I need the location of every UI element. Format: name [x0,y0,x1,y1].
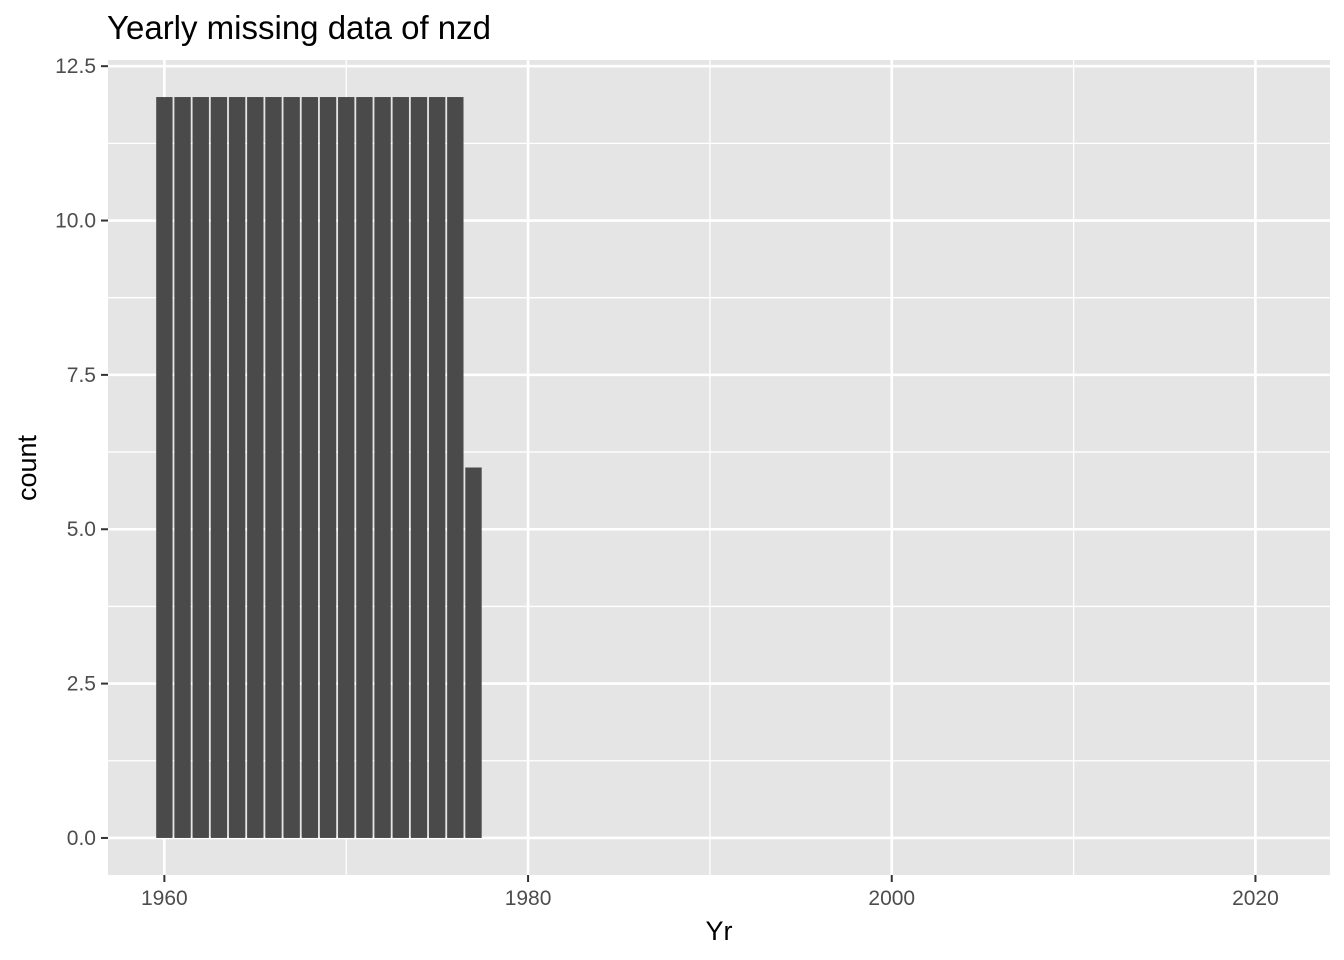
bar [192,97,209,838]
bar [210,97,228,838]
bar [410,97,428,838]
x-tick-label: 2020 [1232,887,1279,910]
bar [247,97,264,838]
bar [374,97,391,838]
x-axis: 1960 1980 2000 2020 [141,875,1279,910]
bar [447,97,464,838]
y-axis: 0.0 2.5 5.0 7.5 10.0 12.5 [55,55,108,850]
y-tick-label: 0.0 [67,827,96,850]
bar [174,97,191,838]
bar [156,97,173,838]
y-axis-title: count [12,434,42,501]
bar [228,97,246,838]
y-tick-label: 10.0 [55,210,96,233]
chart-title: Yearly missing data of nzd [107,9,491,46]
bar [428,97,446,838]
bar [319,97,337,838]
x-tick-label: 2000 [868,887,915,910]
bar [283,97,300,838]
bars [156,97,482,838]
x-axis-title: Yr [706,916,733,946]
bar [265,97,282,838]
x-tick-label: 1960 [141,887,188,910]
bar [392,97,409,838]
y-tick-label: 2.5 [67,673,96,696]
bar [301,97,319,838]
bar [465,467,482,838]
y-tick-label: 7.5 [67,364,96,387]
y-tick-label: 12.5 [55,55,96,78]
bar [356,97,373,838]
y-tick-label: 5.0 [67,518,96,541]
x-tick-label: 1980 [505,887,552,910]
bar [338,97,355,838]
